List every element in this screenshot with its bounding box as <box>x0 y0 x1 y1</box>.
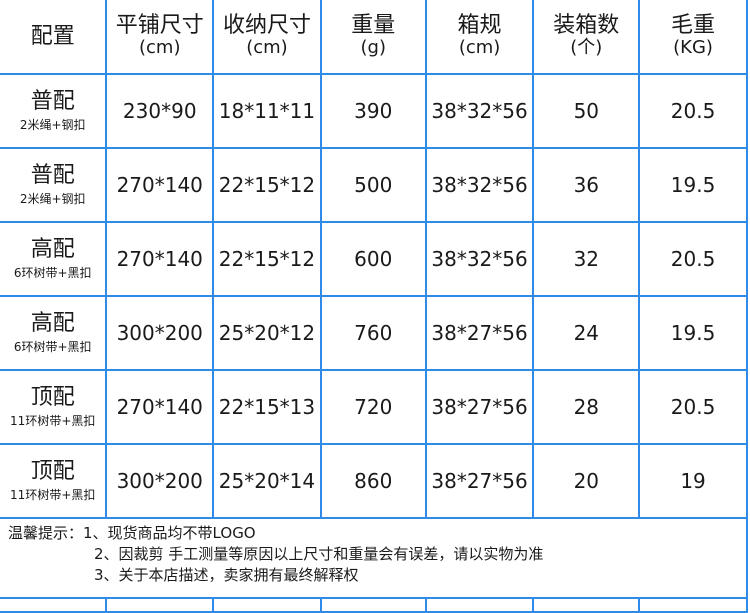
header-cell: 箱规 (cm) <box>424 0 535 75</box>
qty-cell: 36 <box>532 147 641 223</box>
config-name: 普配 <box>30 163 75 188</box>
weight-cell: 860 <box>319 443 427 519</box>
note-item: 2、因裁剪 手工测量等原因以上尺寸和重量会有误差，请以实物为准 <box>94 545 544 563</box>
gross-cell: 19.5 <box>638 147 748 223</box>
partial-row <box>0 597 748 613</box>
flat-cell: 300*200 <box>105 295 215 371</box>
gross-cell: 20.5 <box>638 221 748 297</box>
stored-cell: 22*15*13 <box>212 369 322 445</box>
header-unit: (g) <box>360 36 386 58</box>
flat-cell: 270*140 <box>105 369 215 445</box>
config-name: 顶配 <box>30 459 75 484</box>
notes-label: 温馨提示： <box>8 524 84 542</box>
header-cell: 收纳尺寸 (cm) <box>212 0 322 75</box>
config-cell: 普配 2米绳+钢扣 <box>0 73 108 149</box>
header-cell: 装箱数 (个) <box>532 0 641 75</box>
config-cell: 高配 6环树带+黑扣 <box>0 295 108 371</box>
weight-cell: 390 <box>319 73 427 149</box>
note-item: 1、现货商品均不带LOGO <box>83 524 256 542</box>
qty-cell: 50 <box>532 73 641 149</box>
table-row: 普配 2米绳+钢扣 270*140 22*15*12 500 38*32*56 36 19.5 <box>0 147 748 223</box>
box-cell: 38*27*56 <box>424 443 535 519</box>
table-row: 顶配 11环树带+黑扣 270*140 22*15*13 720 38*27*56 28 20… <box>0 369 748 445</box>
header-cell: 平铺尺寸 (cm) <box>105 0 215 75</box>
header-unit: (KG) <box>673 36 713 58</box>
notes-row: 温馨提示：1、现货商品均不带LOGO 2、因裁剪 手工测量等原因以上尺寸和重量会… <box>0 517 748 599</box>
config-detail: 2米绳+钢扣 <box>19 192 86 206</box>
stored-cell: 25*20*12 <box>212 295 322 371</box>
box-cell: 38*32*56 <box>424 73 535 149</box>
config-cell: 高配 6环树带+黑扣 <box>0 221 108 297</box>
table-row: 顶配 11环树带+黑扣 300*200 25*20*14 860 38*27*56 20 19 <box>0 443 748 519</box>
qty-cell: 24 <box>532 295 641 371</box>
stored-cell: 22*15*12 <box>212 221 322 297</box>
box-cell: 38*27*56 <box>424 369 535 445</box>
gross-cell: 20.5 <box>638 73 748 149</box>
config-name: 顶配 <box>30 385 75 410</box>
header-title: 毛重 <box>671 12 716 38</box>
flat-cell: 270*140 <box>105 147 215 223</box>
weight-cell: 600 <box>319 221 427 297</box>
config-cell: 普配 2米绳+钢扣 <box>0 147 108 223</box>
config-detail: 6环树带+黑扣 <box>13 266 92 280</box>
qty-cell: 32 <box>532 221 641 297</box>
config-detail: 11环树带+黑扣 <box>10 488 96 502</box>
config-detail: 11环树带+黑扣 <box>10 414 96 428</box>
header-cell: 配置 <box>0 0 108 75</box>
table-row: 高配 6环树带+黑扣 300*200 25*20*12 760 38*27*56 24 19.… <box>0 295 748 371</box>
gross-cell: 19.5 <box>638 295 748 371</box>
config-name: 普配 <box>30 89 75 114</box>
weight-cell: 500 <box>319 147 427 223</box>
header-title: 箱规 <box>457 12 502 38</box>
stored-cell: 22*15*12 <box>212 147 322 223</box>
config-detail: 2米绳+钢扣 <box>19 118 86 132</box>
header-title: 配置 <box>30 23 75 49</box>
header-title: 收纳尺寸 <box>222 12 311 38</box>
box-cell: 38*27*56 <box>424 295 535 371</box>
weight-cell: 720 <box>319 369 427 445</box>
config-name: 高配 <box>30 311 75 336</box>
header-unit: (cm) <box>246 36 288 58</box>
config-cell: 顶配 11环树带+黑扣 <box>0 369 108 445</box>
table-row: 普配 2米绳+钢扣 230*90 18*11*11 390 38*32*56 50 20.5 <box>0 73 748 149</box>
qty-cell: 28 <box>532 369 641 445</box>
header-title: 重量 <box>351 12 396 38</box>
header-title: 装箱数 <box>553 12 620 38</box>
header-cell: 毛重 (KG) <box>638 0 748 75</box>
config-detail: 6环树带+黑扣 <box>13 340 92 354</box>
config-cell: 顶配 11环树带+黑扣 <box>0 443 108 519</box>
box-cell: 38*32*56 <box>424 147 535 223</box>
stored-cell: 25*20*14 <box>212 443 322 519</box>
header-unit: (cm) <box>458 36 501 58</box>
header-cell: 重量 (g) <box>319 0 427 75</box>
weight-cell: 760 <box>319 295 427 371</box>
flat-cell: 230*90 <box>105 73 215 149</box>
gross-cell: 19 <box>638 443 748 519</box>
stored-cell: 18*11*11 <box>212 73 322 149</box>
flat-cell: 270*140 <box>105 221 215 297</box>
note-item: 3、关于本店描述，卖家拥有最终解释权 <box>94 566 359 584</box>
box-cell: 38*32*56 <box>424 221 535 297</box>
header-row: 配置 平铺尺寸 (cm) 收纳尺寸 (cm) 重量 (g) 箱规 (cm) 装箱数 (个) 毛重 (KG… <box>0 0 748 75</box>
header-unit: (个) <box>570 36 603 58</box>
config-name: 高配 <box>30 237 75 262</box>
gross-cell: 20.5 <box>638 369 748 445</box>
flat-cell: 300*200 <box>105 443 215 519</box>
notes-cell: 温馨提示：1、现货商品均不带LOGO 2、因裁剪 手工测量等原因以上尺寸和重量会… <box>0 517 748 599</box>
qty-cell: 20 <box>532 443 641 519</box>
table-row: 高配 6环树带+黑扣 270*140 22*15*12 600 38*32*56 32 20.… <box>0 221 748 297</box>
header-title: 平铺尺寸 <box>115 12 204 38</box>
header-unit: (cm) <box>139 36 181 58</box>
